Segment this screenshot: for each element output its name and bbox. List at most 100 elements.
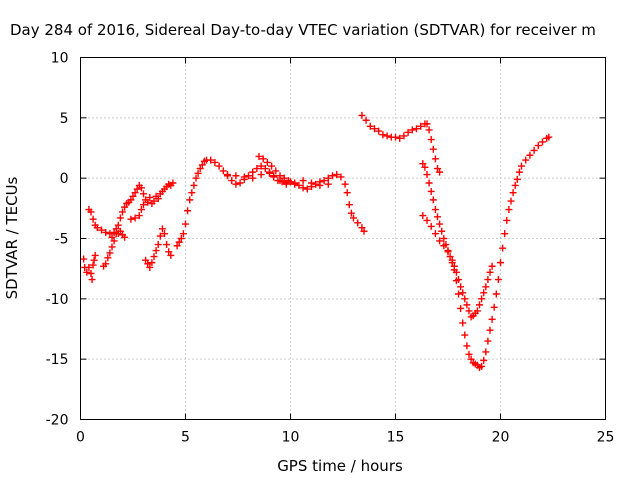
data-point — [463, 342, 471, 350]
data-point — [266, 168, 273, 176]
data-point — [463, 301, 471, 309]
data-point — [179, 230, 187, 238]
data-point — [282, 180, 290, 188]
data-point — [108, 243, 116, 251]
data-point — [173, 242, 181, 250]
data-point — [89, 215, 97, 223]
data-point — [490, 303, 498, 311]
data-point — [507, 197, 515, 205]
data-point — [486, 268, 494, 276]
y-tick-labels: 10 5 0 -5 -10 -15 -20 — [46, 51, 69, 429]
data-point — [526, 151, 534, 159]
data-point — [492, 290, 500, 298]
data-point — [362, 116, 370, 124]
data-point — [163, 241, 171, 249]
data-point — [320, 177, 328, 185]
data-point — [245, 172, 252, 180]
data-point — [379, 131, 387, 139]
data-point — [324, 180, 332, 188]
data-point — [154, 241, 162, 249]
data-point — [110, 237, 118, 245]
data-point — [295, 181, 303, 189]
data-point — [522, 156, 530, 164]
data-point — [137, 184, 145, 192]
data-point — [129, 192, 137, 200]
data-point — [345, 201, 353, 209]
data-point — [404, 128, 412, 136]
data-point — [480, 289, 488, 297]
data-point — [419, 160, 427, 168]
x-tick-label: 0 — [76, 430, 85, 446]
data-point — [545, 133, 553, 141]
data-point — [148, 259, 156, 267]
grid-lines — [80, 57, 606, 420]
data-point — [434, 213, 441, 221]
data-point — [102, 260, 110, 268]
data-point — [480, 356, 488, 364]
data-point — [358, 224, 366, 232]
x-tick-labels: 0 5 10 15 20 25 — [76, 430, 614, 446]
data-point — [106, 230, 114, 238]
data-point — [144, 198, 152, 206]
data-point — [476, 301, 483, 309]
data-point — [93, 224, 101, 232]
data-point — [253, 165, 261, 173]
data-point — [263, 158, 271, 166]
data-point — [329, 172, 336, 180]
data-point — [478, 295, 486, 303]
data-point — [354, 219, 362, 227]
data-point — [89, 261, 97, 269]
data-point — [167, 251, 175, 259]
data-point — [90, 256, 98, 264]
y-tick-label: -5 — [55, 232, 69, 248]
data-point — [158, 225, 166, 233]
data-point — [175, 238, 183, 246]
data-point — [431, 206, 439, 214]
data-point — [396, 134, 404, 142]
data-point — [88, 276, 96, 284]
data-point — [280, 174, 288, 182]
y-tick-label: -15 — [46, 352, 69, 368]
data-point — [249, 168, 257, 176]
data-point — [333, 171, 341, 179]
data-point — [423, 120, 431, 128]
data-point — [270, 172, 278, 180]
data-point — [509, 189, 517, 197]
data-point — [417, 122, 425, 130]
data-point — [152, 247, 160, 255]
data-point — [436, 168, 444, 176]
data-point — [375, 127, 383, 135]
data-point — [211, 158, 219, 166]
data-point — [457, 304, 465, 312]
data-point — [539, 138, 546, 146]
data-point — [324, 174, 332, 182]
data-point — [436, 237, 444, 245]
data-point — [165, 248, 173, 256]
data-point — [85, 263, 93, 271]
data-point — [455, 290, 462, 298]
data-point — [291, 179, 299, 187]
data-point — [484, 337, 492, 345]
data-point — [127, 196, 135, 204]
data-point — [198, 161, 206, 169]
data-point — [249, 174, 257, 182]
data-point — [427, 222, 435, 230]
data-point — [131, 214, 139, 222]
y-tick-label: -20 — [46, 413, 69, 429]
data-point — [140, 190, 147, 198]
data-point — [257, 171, 265, 179]
data-point — [431, 155, 439, 163]
data-point — [135, 212, 143, 220]
data-point — [98, 226, 105, 234]
data-point — [429, 145, 437, 153]
data-point — [299, 184, 307, 192]
data-point — [515, 168, 523, 176]
data-point — [232, 172, 240, 180]
data-point — [104, 254, 112, 262]
data-point — [350, 214, 357, 222]
data-point — [473, 307, 481, 315]
data-point — [446, 253, 454, 261]
data-point — [450, 266, 458, 274]
data-point — [184, 207, 192, 215]
